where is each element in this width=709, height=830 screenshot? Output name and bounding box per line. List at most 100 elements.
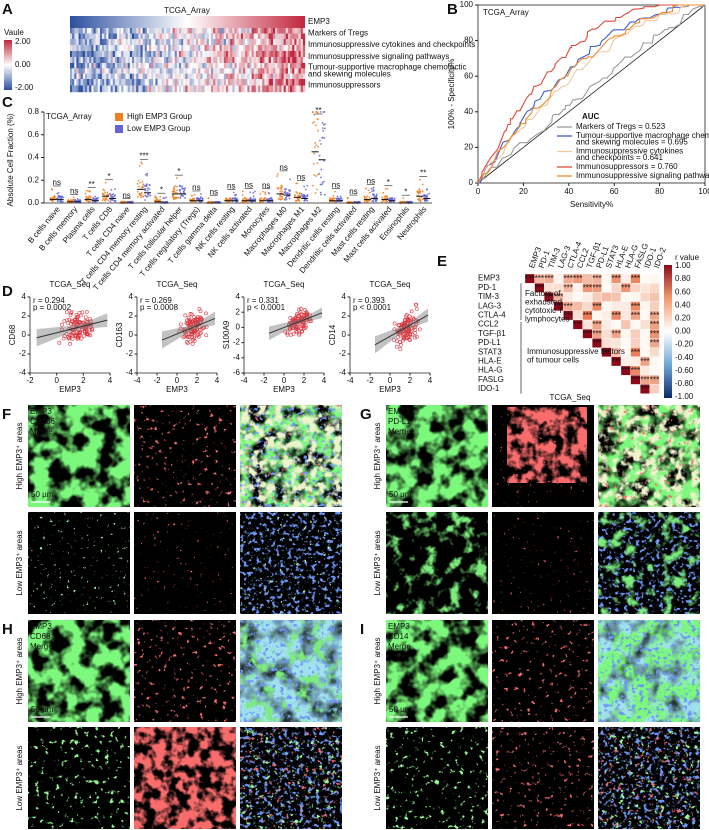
dot — [320, 193, 322, 196]
heat-cell — [80, 68, 84, 74]
heat-cell — [102, 73, 105, 80]
heat-cell — [146, 85, 150, 93]
heat-cell — [125, 51, 128, 58]
heat-cell — [196, 79, 199, 86]
corr-cell — [553, 273, 564, 284]
heat-cell — [272, 68, 276, 74]
corr-cell — [649, 365, 660, 376]
heat-cell — [153, 85, 156, 93]
stat-label: r = 0.393 — [353, 296, 385, 305]
heat-cell — [204, 63, 207, 69]
heat-cell — [114, 79, 118, 86]
dot — [374, 195, 377, 198]
point — [190, 332, 195, 337]
heat-cell — [170, 51, 173, 58]
heat-cell — [121, 63, 124, 69]
dot — [425, 194, 428, 197]
dot — [323, 137, 326, 139]
heat-cell — [161, 68, 165, 74]
sig-label: *** — [612, 357, 621, 366]
dot — [317, 145, 319, 148]
row-label: Low EMP3⁺ areas — [15, 745, 24, 810]
y-tick-label: 80 — [464, 36, 473, 45]
heat-cell — [208, 57, 212, 64]
dot — [144, 194, 147, 197]
point — [307, 319, 312, 323]
heat-cell — [136, 28, 139, 34]
heat-cell — [176, 73, 180, 80]
heat-cell — [178, 68, 182, 74]
heat-cell — [206, 63, 210, 69]
heat-cell — [300, 28, 304, 34]
y-tick-label: 0 — [236, 323, 241, 332]
dot — [281, 195, 284, 198]
heat-cell — [142, 63, 145, 69]
heat-cell — [230, 63, 233, 69]
point — [197, 307, 202, 311]
heat-cell — [243, 45, 246, 52]
heat-cell — [99, 39, 103, 46]
plot-title: TCGA_Seq — [50, 280, 91, 289]
heat-cell — [117, 79, 120, 86]
dot — [417, 192, 420, 195]
heat-cell — [196, 28, 199, 34]
heat-cell — [138, 85, 141, 93]
heat-cell — [125, 63, 128, 69]
dot — [52, 196, 55, 199]
dot — [252, 195, 255, 198]
heat-cell — [302, 39, 306, 46]
heat-cell — [298, 28, 301, 34]
heat-cell — [287, 73, 291, 80]
heat-cell — [247, 85, 250, 93]
heat-cell — [131, 79, 135, 86]
heat-cell — [290, 85, 293, 93]
heat-cell — [221, 39, 225, 46]
heat-cell — [129, 39, 133, 46]
dot — [56, 197, 59, 200]
dot — [50, 188, 53, 190]
dot — [67, 198, 70, 201]
heat-cell — [149, 63, 152, 69]
dot — [207, 197, 210, 200]
heat-cell — [283, 51, 286, 58]
heat-cell — [285, 68, 289, 74]
corr-cell — [640, 301, 650, 311]
heat-cell — [91, 73, 94, 80]
heat-cell — [89, 79, 92, 86]
heat-cell — [121, 39, 124, 46]
x-tick-label: -2 — [366, 376, 374, 385]
dot — [77, 199, 80, 202]
heat-cell — [131, 33, 135, 40]
heat-cell — [106, 45, 109, 52]
heat-cell — [236, 63, 239, 69]
heat-cell — [84, 33, 88, 40]
corr-cell — [630, 356, 641, 367]
dot — [279, 190, 282, 193]
row-label: Immunosuppressors — [308, 81, 380, 90]
heat-cell — [247, 39, 250, 46]
point — [85, 331, 90, 336]
heat-cell — [74, 85, 77, 93]
heat-cell — [260, 85, 263, 93]
point — [79, 336, 84, 341]
heat-cell — [87, 63, 90, 69]
heat-cell — [258, 28, 261, 34]
point — [299, 312, 304, 317]
dot — [311, 111, 314, 113]
heat-cell — [72, 85, 75, 93]
heat-cell — [266, 45, 269, 52]
scale-label: 50 μm — [389, 490, 412, 499]
heat-cell — [302, 57, 306, 64]
dot — [165, 196, 168, 199]
heat-cell — [277, 85, 280, 93]
heat-cell — [151, 28, 154, 34]
heat-cell — [277, 51, 280, 58]
sig-label: *** — [592, 329, 601, 338]
heat-cell — [121, 51, 124, 58]
heat-cell — [119, 33, 122, 40]
y-tick-label: 0 — [469, 178, 474, 187]
heat-cell — [106, 79, 109, 86]
panel-letter: H — [2, 621, 13, 638]
significance: ns — [367, 177, 375, 186]
heat-cell — [272, 57, 276, 64]
